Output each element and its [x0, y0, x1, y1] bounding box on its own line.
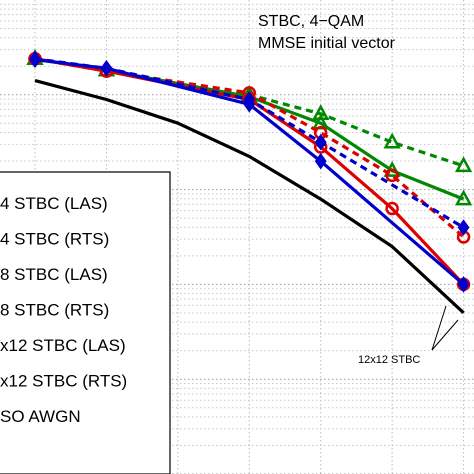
legend-box — [0, 171, 171, 474]
legend-entry: x12 STBC (RTS) — [0, 372, 127, 391]
diamond-marker — [457, 276, 470, 293]
annotation-mmse: MMSE initial vector — [258, 35, 396, 52]
legend-entry: 4 STBC (RTS) — [0, 230, 109, 249]
annotation-pointer-2 — [431, 319, 459, 351]
legend-entry: 8 STBC (LAS) — [0, 265, 108, 284]
diamond-marker — [457, 219, 470, 236]
legend-entry: 4 STBC (LAS) — [0, 194, 108, 213]
diamond-marker — [243, 95, 256, 113]
legend: 4 STBC (LAS) 4 STBC (RTS) 8 STBC (LAS) 8 ST… — [0, 171, 171, 474]
triangle-marker — [454, 189, 473, 206]
legend-entry: SO AWGN — [0, 407, 81, 426]
legend-entry: x12 STBC (LAS) — [0, 336, 126, 355]
annotation-stbc: STBC, 4−QAM — [258, 13, 364, 30]
legend-entry: 8 STBC (RTS) — [0, 301, 109, 320]
plot-series — [26, 49, 473, 314]
annotation-pointer-1 — [431, 305, 447, 351]
annotation-12x12: 12x12 STBC — [358, 354, 420, 366]
diamond-marker — [100, 59, 113, 77]
diamond-marker — [314, 152, 327, 170]
series-line — [34, 79, 465, 314]
triangle-marker — [383, 132, 401, 149]
annotations: STBC, 4−QAM MMSE initial vector 12x12 ST… — [258, 13, 459, 366]
circle-marker — [385, 201, 399, 216]
diamond-marker — [29, 51, 41, 69]
triangle-marker — [454, 156, 473, 173]
diamond-marker — [314, 133, 327, 151]
circle-marker — [385, 168, 399, 183]
series-line — [34, 57, 465, 286]
